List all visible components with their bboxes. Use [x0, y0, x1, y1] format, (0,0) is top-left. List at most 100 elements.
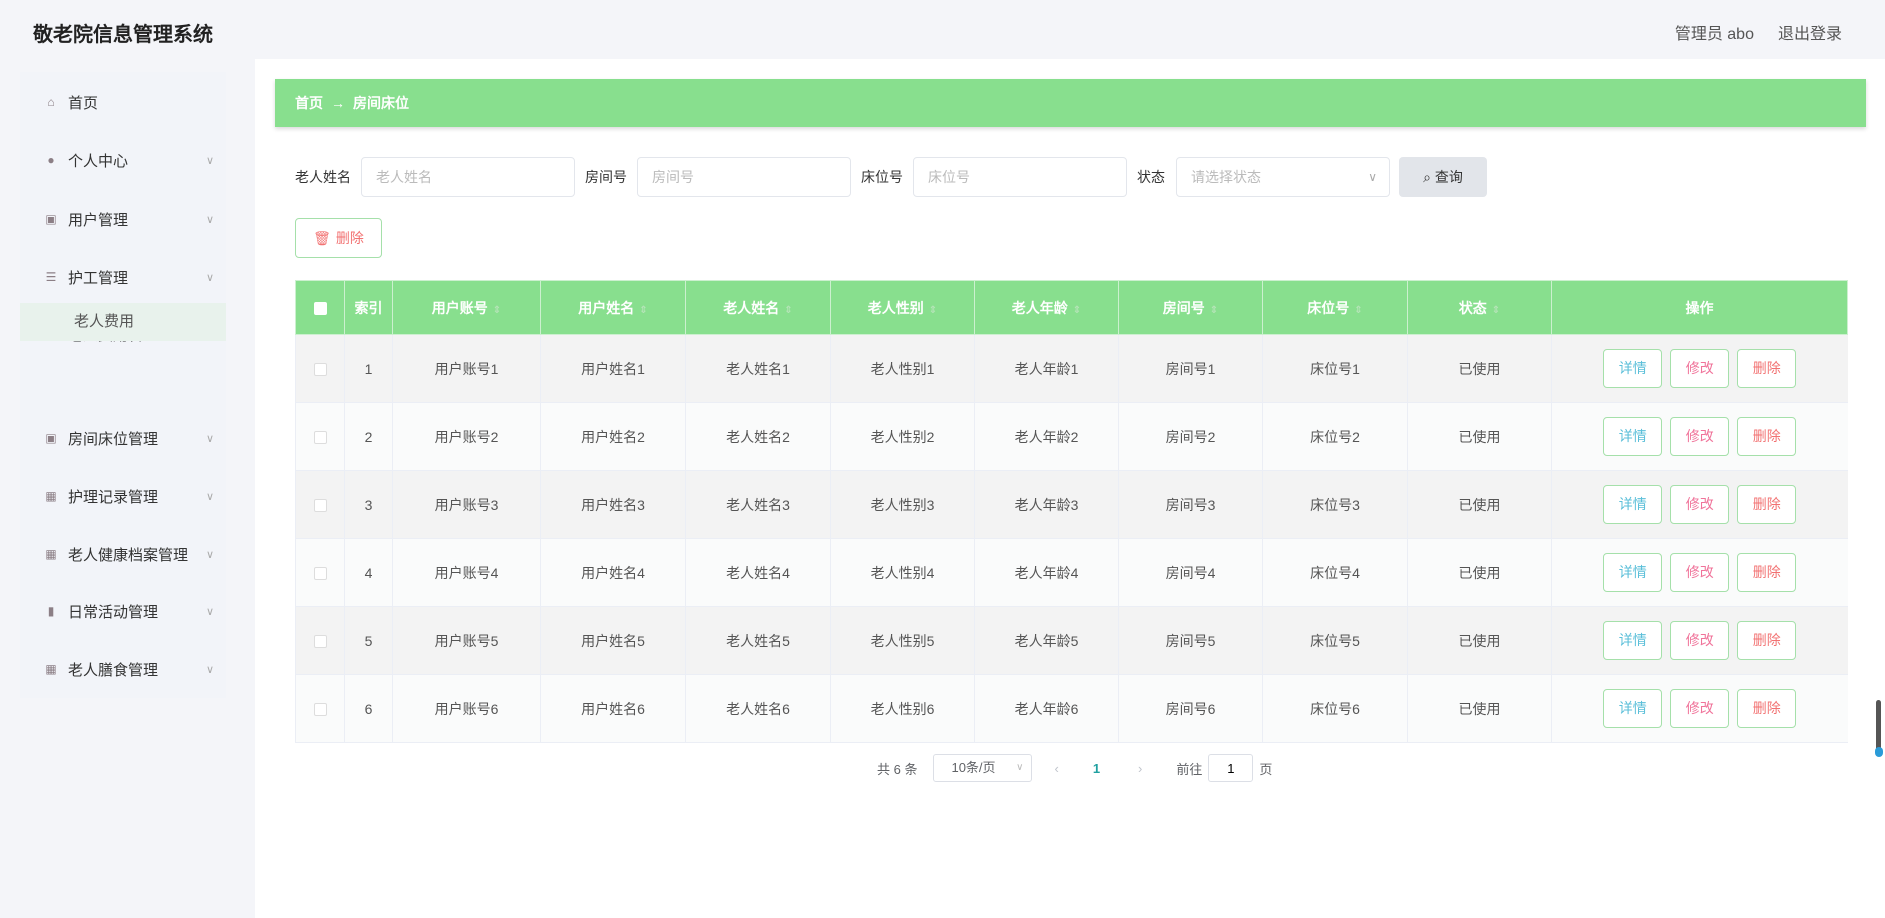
column-header[interactable]: 用户账号 ⇕: [392, 280, 541, 335]
page-size-select[interactable]: 10条/页 ∨: [933, 754, 1033, 782]
sidebar-item-3[interactable]: ☰ 护工管理 ∨: [20, 257, 226, 297]
edit-button[interactable]: 修改: [1670, 417, 1730, 456]
row-checkbox[interactable]: [313, 703, 327, 717]
room-input[interactable]: [637, 157, 851, 197]
table-cell: 老人性别4: [830, 538, 975, 607]
submenu-item-elder-fee[interactable]: 老人费用: [20, 303, 226, 341]
delete-button[interactable]: 删除: [1737, 621, 1797, 660]
column-header[interactable]: 房间号 ⇕: [1118, 280, 1263, 335]
detail-button[interactable]: 详情: [1603, 417, 1663, 456]
next-page-button[interactable]: ›: [1138, 760, 1143, 776]
column-header[interactable]: 床位号 ⇕: [1262, 280, 1408, 335]
table-row: 1 用户账号1 用户姓名1 老人姓名1 老人性别1 老人年龄1 房间号1 床位号1 已使用 详情修…: [295, 334, 1848, 403]
column-header: 索引: [344, 280, 393, 335]
delete-button[interactable]: 删除: [1737, 417, 1797, 456]
table-cell: 用户姓名2: [540, 402, 686, 471]
breadcrumb-home[interactable]: 首页: [295, 95, 323, 111]
sort-icon[interactable]: ⇕: [1491, 304, 1501, 316]
sort-icon[interactable]: ⇕: [784, 304, 793, 316]
column-header-label: 老人性别: [867, 299, 924, 316]
query-button[interactable]: ⌕ 查询: [1399, 157, 1487, 197]
top-header: 敬老院信息管理系统 管理员 abo 退出登录: [0, 0, 1885, 59]
edit-button[interactable]: 修改: [1670, 621, 1730, 660]
batch-delete-button[interactable]: 🗑︎ 删除: [295, 218, 382, 258]
table-cell: 用户账号5: [392, 606, 541, 675]
sidebar-item-8[interactable]: ▮ 日常活动管理 ∨: [20, 591, 226, 631]
edit-button[interactable]: 修改: [1670, 349, 1730, 388]
batch-delete-label: 删除: [335, 230, 364, 246]
table-cell: 用户姓名1: [540, 334, 686, 403]
goto-page-input[interactable]: [1208, 754, 1254, 782]
detail-button[interactable]: 详情: [1603, 621, 1663, 660]
sort-icon[interactable]: ⇕: [1354, 304, 1363, 316]
table-cell: 老人性别6: [830, 674, 975, 743]
page-unit-label: 页: [1259, 761, 1273, 777]
table-row: 4 用户账号4 用户姓名4 老人姓名4 老人性别4 老人年龄4 房间号4 床位号4 已使用 详情修…: [295, 538, 1848, 607]
sidebar-item-label: 首页: [68, 94, 99, 112]
table-cell: 已使用: [1407, 606, 1552, 675]
delete-button[interactable]: 删除: [1737, 485, 1797, 524]
chevron-down-icon: ∨: [205, 154, 214, 167]
status-select[interactable]: 请选择状态 ∨: [1176, 157, 1390, 197]
sidebar-item-0[interactable]: ⌂ 首页: [20, 82, 226, 122]
table-cell: 老人性别1: [830, 334, 975, 403]
sort-icon[interactable]: ⇕: [492, 304, 502, 316]
row-checkbox[interactable]: [313, 363, 327, 377]
table-cell: 房间号5: [1118, 606, 1263, 675]
delete-button[interactable]: 删除: [1737, 553, 1797, 592]
table-cell: 老人年龄5: [974, 606, 1119, 675]
sidebar-item-7[interactable]: ▦ 老人健康档案管理 ∨: [20, 534, 226, 574]
detail-button[interactable]: 详情: [1603, 553, 1663, 592]
row-checkbox-cell: [295, 470, 345, 539]
sidebar-item-6[interactable]: ▦ 护理记录管理 ∨: [20, 476, 226, 516]
page-number-current[interactable]: 1: [1092, 760, 1101, 776]
chevron-down-icon: ∨: [205, 432, 214, 445]
row-checkbox[interactable]: [313, 499, 327, 513]
pagination: 共 6 条 10条/页 ∨ ‹ 1 › 前往 页: [877, 754, 1272, 782]
sidebar-item-label: 护理记录管理: [68, 488, 159, 506]
bed-input[interactable]: [913, 157, 1127, 197]
select-all-checkbox-cell[interactable]: [295, 280, 345, 335]
sidebar-item-2[interactable]: ▣ 用户管理 ∨: [20, 199, 226, 239]
column-header[interactable]: 老人性别 ⇕: [830, 280, 975, 335]
sidebar-item-1[interactable]: ● 个人中心 ∨: [20, 140, 226, 180]
sidebar-item-5[interactable]: ▣ 房间床位管理 ∨: [20, 418, 226, 458]
chart-icon: ▮: [47, 604, 55, 618]
sort-icon[interactable]: ⇕: [1209, 304, 1219, 316]
select-all-checkbox[interactable]: [313, 302, 327, 316]
sort-icon[interactable]: ⇕: [1072, 304, 1082, 316]
column-header-label: 老人姓名: [723, 299, 780, 316]
row-checkbox[interactable]: [313, 567, 327, 581]
column-header[interactable]: 老人年龄 ⇕: [974, 280, 1119, 335]
column-header-label: 索引: [354, 299, 383, 316]
prev-page-button[interactable]: ‹: [1054, 760, 1059, 776]
data-table: 索引 用户账号 ⇕ 用户姓名 ⇕ 老人姓名 ⇕ 老人性别 ⇕ 老人年龄 ⇕ 房间号 ⇕ 床位号 ⇕ 状态 ⇕ 操作…: [295, 280, 1848, 743]
column-header[interactable]: 老人姓名 ⇕: [685, 280, 831, 335]
delete-button[interactable]: 删除: [1737, 349, 1797, 388]
column-header[interactable]: 状态 ⇕: [1407, 280, 1552, 335]
actions-cell: 详情 修改 删除: [1551, 606, 1848, 675]
delete-button[interactable]: 删除: [1737, 689, 1797, 728]
sort-icon[interactable]: ⇕: [639, 304, 648, 316]
trash-icon: 🗑︎: [313, 229, 331, 246]
sidebar-item-label: 老人膳食管理: [68, 661, 159, 679]
home-icon: ⌂: [47, 95, 55, 109]
table-cell: 已使用: [1407, 674, 1552, 743]
detail-button[interactable]: 详情: [1603, 485, 1663, 524]
logout-link[interactable]: 退出登录: [1777, 26, 1842, 43]
scrollbar-handle[interactable]: [1875, 700, 1883, 757]
detail-button[interactable]: 详情: [1603, 689, 1663, 728]
user-icon: ●: [47, 153, 55, 167]
row-checkbox[interactable]: [313, 431, 327, 445]
chevron-down-icon: ∨: [205, 605, 214, 618]
table-cell: 老人性别2: [830, 402, 975, 471]
sidebar-item-9[interactable]: ▦ 老人膳食管理 ∨: [20, 649, 226, 689]
edit-button[interactable]: 修改: [1670, 689, 1730, 728]
sort-icon[interactable]: ⇕: [928, 304, 938, 316]
column-header[interactable]: 用户姓名 ⇕: [540, 280, 686, 335]
detail-button[interactable]: 详情: [1603, 349, 1663, 388]
elder-name-input[interactable]: [361, 157, 575, 197]
edit-button[interactable]: 修改: [1670, 553, 1730, 592]
edit-button[interactable]: 修改: [1670, 485, 1730, 524]
row-checkbox[interactable]: [313, 635, 327, 649]
